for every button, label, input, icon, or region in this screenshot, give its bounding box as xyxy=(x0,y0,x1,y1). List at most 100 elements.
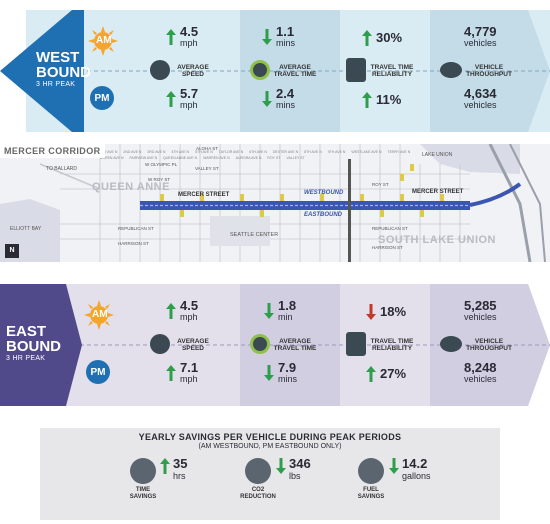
map-street-label: 6TH AVE N xyxy=(249,150,267,154)
wb-am-time-unit: mins xyxy=(276,38,296,48)
wb-am-reliability-value: 30% xyxy=(376,30,403,45)
down-arrow-icon xyxy=(262,29,272,45)
eastbound-panel: EAST BOUND 3 HR PEAK AM PM 4.5 mph 1.8 min… xyxy=(0,284,550,406)
map-street-label: 5TH AVE N xyxy=(195,150,213,154)
eb-pm-speed: 7.1 mph xyxy=(166,360,199,384)
throughput-label: VEHICLE THROUGHPUT xyxy=(466,338,512,352)
eb-am-speed-value: 4.5 xyxy=(180,298,199,313)
time-label: AVERAGE TRAVEL TIME xyxy=(273,64,317,78)
up-arrow-icon xyxy=(362,92,372,108)
map-roy: W ROY ST xyxy=(148,177,171,182)
time-savings-icon xyxy=(130,458,156,484)
eb-pm-speed-unit: mph xyxy=(180,374,198,384)
map-bay: ELLIOTT BAY xyxy=(10,226,42,232)
eb-am-throughput-value: 5,285 xyxy=(464,298,497,313)
up-arrow-icon xyxy=(166,91,176,107)
westbound-period: 3 HR PEAK xyxy=(36,81,76,88)
up-arrow-icon xyxy=(166,365,176,381)
map-street-label: FAIRVIEW AVE N xyxy=(129,156,158,160)
eb-pm-reliability: 27% xyxy=(366,366,406,382)
map-harrison: HARRISON ST xyxy=(118,241,149,246)
fuel-savings-label: FUEL SAVINGS xyxy=(357,487,385,500)
map-street-label: QUEEN ANNE AVE N xyxy=(163,156,198,160)
am-label: AM xyxy=(92,309,108,320)
speed-label: AVERAGE SPEED xyxy=(177,64,209,78)
wb-am-time: 1.1 mins xyxy=(262,25,296,48)
stopwatch-icon xyxy=(250,60,270,80)
yearly-savings-panel: YEARLY SAVINGS PER VEHICLE DURING PEAK P… xyxy=(40,428,500,520)
time-label: AVERAGE TRAVEL TIME xyxy=(273,338,317,352)
eb-pm-speed-value: 7.1 xyxy=(180,360,199,375)
map-street-label: BOREN AVE N xyxy=(100,156,124,160)
up-arrow-icon xyxy=(166,29,176,45)
wb-am-throughput-value: 4,779 xyxy=(464,24,497,39)
wb-pm-speed-value: 5.7 xyxy=(180,86,199,101)
down-arrow-icon xyxy=(262,91,272,107)
map-street-label: TERRY AVE N xyxy=(387,150,411,154)
am-sun-icon xyxy=(88,26,118,56)
wb-pm-time-value: 2.4 xyxy=(276,86,295,101)
eb-pm-time: 7.9 mins xyxy=(264,361,297,384)
wb-pm-throughput: 4,634 vehicles xyxy=(464,86,497,110)
reliability-label: TRAVEL TIME RELIABILITY xyxy=(370,338,414,352)
fuel-savings-unit: gallons xyxy=(402,471,431,481)
map-republican-east: REPUBLICAN ST xyxy=(372,226,408,231)
wb-pm-reliability-value: 11% xyxy=(376,92,402,107)
eb-am-time-value: 1.8 xyxy=(278,298,297,313)
map-street-main-2: MERCER STREET xyxy=(412,189,464,195)
map-street-label: 3RD AVE N xyxy=(147,150,166,154)
wb-pm-throughput-unit: vehicles xyxy=(464,100,497,110)
co2-reduction-icon xyxy=(245,458,271,484)
fuel-savings-value: 14.2 xyxy=(402,456,428,471)
map-street-label: AURORA AVE N xyxy=(235,156,262,160)
map-neighborhood-2: SOUTH LAKE UNION xyxy=(378,234,496,246)
co2-reduction-unit: lbs xyxy=(289,471,301,481)
map-eastbound-label: EASTBOUND xyxy=(304,212,343,218)
wb-pm-throughput-value: 4,634 xyxy=(464,86,497,101)
time-savings-value: 35 xyxy=(173,456,188,471)
eb-pm-throughput-value: 8,248 xyxy=(464,360,497,375)
stopwatch-icon xyxy=(250,334,270,354)
westbound-direction-2: BOUND xyxy=(36,64,91,81)
hourglass-icon xyxy=(346,58,366,82)
speed-gauge-icon xyxy=(150,60,170,80)
eastbound-direction-1: EAST xyxy=(6,323,47,340)
speed-label: AVERAGE SPEED xyxy=(177,338,209,352)
eb-pm-reliability-value: 27% xyxy=(380,366,407,381)
map-title: MERCER CORRIDOR xyxy=(0,144,105,158)
eb-am-throughput-unit: vehicles xyxy=(464,312,497,322)
am-sun-icon xyxy=(84,300,114,330)
eb-am-reliability: 18% xyxy=(366,304,406,320)
down-arrow-icon xyxy=(160,458,170,474)
up-arrow-icon xyxy=(362,30,372,46)
north-arrow-icon: N xyxy=(5,244,19,258)
map-street-label: 1ST AVE N xyxy=(100,150,118,154)
map-olympic: W OLYMPIC PL xyxy=(145,162,178,167)
map-street-main: MERCER STREET xyxy=(178,192,230,198)
wb-pm-speed: 5.7 mph xyxy=(166,86,199,110)
wb-pm-speed-unit: mph xyxy=(180,100,198,110)
map-harrison-east: HARRISON ST xyxy=(372,245,403,250)
up-arrow-icon xyxy=(166,303,176,319)
eb-am-time: 1.8 min xyxy=(264,298,297,322)
fuel-savings-icon xyxy=(358,458,384,484)
am-label: AM xyxy=(96,35,112,46)
map-street-label: WARREN AVE N xyxy=(203,156,230,160)
eb-am-time-unit: min xyxy=(278,312,293,322)
wb-am-speed-unit: mph xyxy=(180,38,198,48)
westbound-panel: WEST BOUND 3 HR PEAK AM PM 4.5 mph 1.1 min… xyxy=(0,10,550,132)
time-savings-unit: hrs xyxy=(173,471,186,481)
map-westbound-label: WESTBOUND xyxy=(304,190,344,196)
map-landmark: SEATTLE CENTER xyxy=(230,232,279,238)
wb-pm-time-unit: mins xyxy=(276,100,296,110)
wb-am-throughput-unit: vehicles xyxy=(464,38,497,48)
down-arrow-red-icon xyxy=(366,304,376,320)
mercer-corridor-map: QUEEN ANNE SOUTH LAKE UNION MERCER STREE… xyxy=(0,144,550,262)
down-arrow-icon xyxy=(264,365,274,381)
map-street-label: 4TH AVE N xyxy=(171,150,190,154)
hourglass-icon xyxy=(346,332,366,356)
wb-am-speed-value: 4.5 xyxy=(180,24,199,39)
map-street-label: 2ND AVE N xyxy=(123,150,142,154)
map-street-label: 9TH AVE N xyxy=(327,150,346,154)
eb-pm-throughput: 8,248 vehicles xyxy=(464,360,497,384)
